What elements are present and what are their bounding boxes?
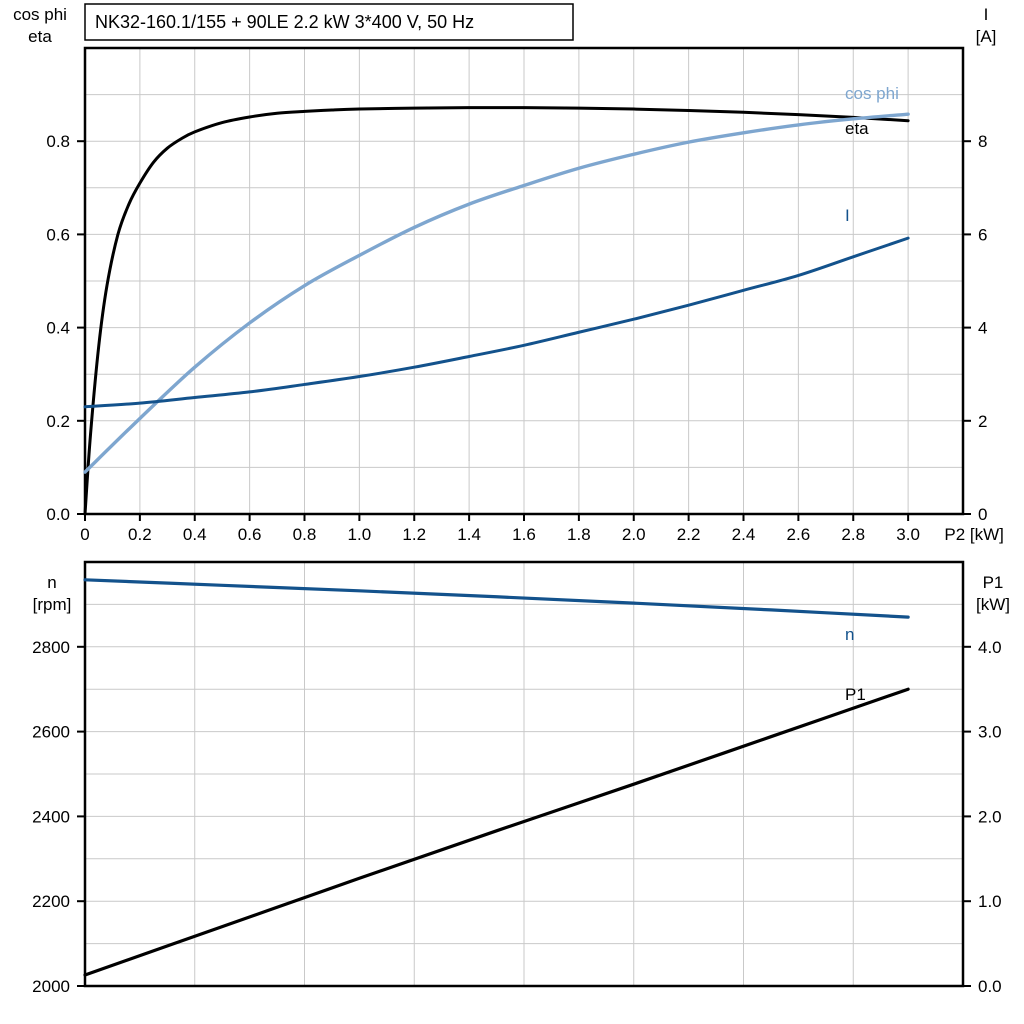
bottom-right-tick-label: 3.0 xyxy=(978,723,1002,742)
top-xtick-label: 2.6 xyxy=(787,525,811,544)
bottom-curves xyxy=(83,578,910,977)
top-xtick-label: 1.8 xyxy=(567,525,591,544)
top-xtick-label: 1.0 xyxy=(348,525,372,544)
top-axis-ticks: 0 0.2 0.4 0.6 0.8 1.0 1.2 1.4 1.6 1.8 2.0 2.2 2.4 2.6… xyxy=(46,132,1004,544)
top-xtick-label: 2.0 xyxy=(622,525,646,544)
bottom-left-tick-label: 2000 xyxy=(32,977,70,996)
top-left-axis-title-2: eta xyxy=(28,27,52,46)
bottom-right-axis-title-2: [kW] xyxy=(976,595,1010,614)
top-xtick-label: 0.6 xyxy=(238,525,262,544)
label-cos-phi: cos phi xyxy=(845,84,899,103)
top-right-tick-label: 8 xyxy=(978,132,987,151)
top-xtick-label: 3.0 xyxy=(896,525,920,544)
top-right-axis-title: I xyxy=(984,5,989,24)
curve-n xyxy=(83,578,910,619)
top-left-tick-label: 0.4 xyxy=(46,319,70,338)
bottom-right-axis-title: P1 xyxy=(983,573,1004,592)
top-xtick-label: 0.2 xyxy=(128,525,152,544)
curve-eta xyxy=(83,106,910,516)
bottom-axis-ticks: 2000 2200 2400 2600 2800 0.0 1.0 2.0 3.0 4.0 xyxy=(32,638,1001,996)
bottom-plot-frame xyxy=(83,560,965,988)
top-right-axis-title-2: [A] xyxy=(976,27,997,46)
top-xtick-label: 2.8 xyxy=(841,525,865,544)
top-left-axis-title: cos phi xyxy=(13,5,67,24)
top-xtick-label: 1.6 xyxy=(512,525,536,544)
bottom-left-tick-label: 2800 xyxy=(32,638,70,657)
label-p1: P1 xyxy=(845,685,866,704)
bottom-left-tick-label: 2200 xyxy=(32,892,70,911)
top-left-tick-label: 0.6 xyxy=(46,225,70,244)
bottom-right-tick-label: 4.0 xyxy=(978,638,1002,657)
bottom-left-tick-label: 2600 xyxy=(32,723,70,742)
top-left-tick-label: 0.0 xyxy=(46,505,70,524)
top-left-tick-label: 0.2 xyxy=(46,412,70,431)
bottom-right-tick-label: 1.0 xyxy=(978,892,1002,911)
top-xtick-label: 0.4 xyxy=(183,525,207,544)
bottom-chart: 2000 2200 2400 2600 2800 0.0 1.0 2.0 3.0 4.0 n [rpm… xyxy=(32,560,1010,996)
top-xtick-label: 0.8 xyxy=(293,525,317,544)
top-right-tick-label: 0 xyxy=(978,505,987,524)
bottom-left-axis-title-2: [rpm] xyxy=(33,595,72,614)
bottom-right-tick-label: 2.0 xyxy=(978,807,1002,826)
top-xtick-label: 1.4 xyxy=(457,525,481,544)
bottom-left-tick-label: 2400 xyxy=(32,807,70,826)
top-left-tick-label: 0.8 xyxy=(46,132,70,151)
top-xtick-label: 2.2 xyxy=(677,525,701,544)
top-xtick-label: 0 xyxy=(80,525,89,544)
top-chart: 0 0.2 0.4 0.6 0.8 1.0 1.2 1.4 1.6 1.8 2.0 2.2 2.4 2.6… xyxy=(13,3,1004,544)
label-eta: eta xyxy=(845,119,869,138)
top-right-tick-label: 6 xyxy=(978,225,987,244)
top-xtick-label: 2.4 xyxy=(732,525,756,544)
top-right-tick-label: 4 xyxy=(978,319,987,338)
chart-title-box xyxy=(84,3,574,41)
top-x-axis-label: P2 [kW] xyxy=(944,525,1004,544)
chart-title: NK32-160.1/155 + 90LE 2.2 kW 3*400 V, 50… xyxy=(95,12,474,32)
bottom-right-tick-label: 0.0 xyxy=(978,977,1002,996)
bottom-left-axis-title: n xyxy=(47,573,56,592)
curve-P1 xyxy=(83,687,910,977)
label-current: I xyxy=(845,206,850,225)
top-right-tick-label: 2 xyxy=(978,412,987,431)
bottom-gridlines xyxy=(85,562,964,986)
top-xtick-label: 1.2 xyxy=(402,525,426,544)
label-speed: n xyxy=(845,625,854,644)
curve-cos-phi xyxy=(83,112,910,474)
top-gridlines xyxy=(85,48,964,514)
top-curves xyxy=(83,106,910,516)
curve-I xyxy=(83,236,910,409)
